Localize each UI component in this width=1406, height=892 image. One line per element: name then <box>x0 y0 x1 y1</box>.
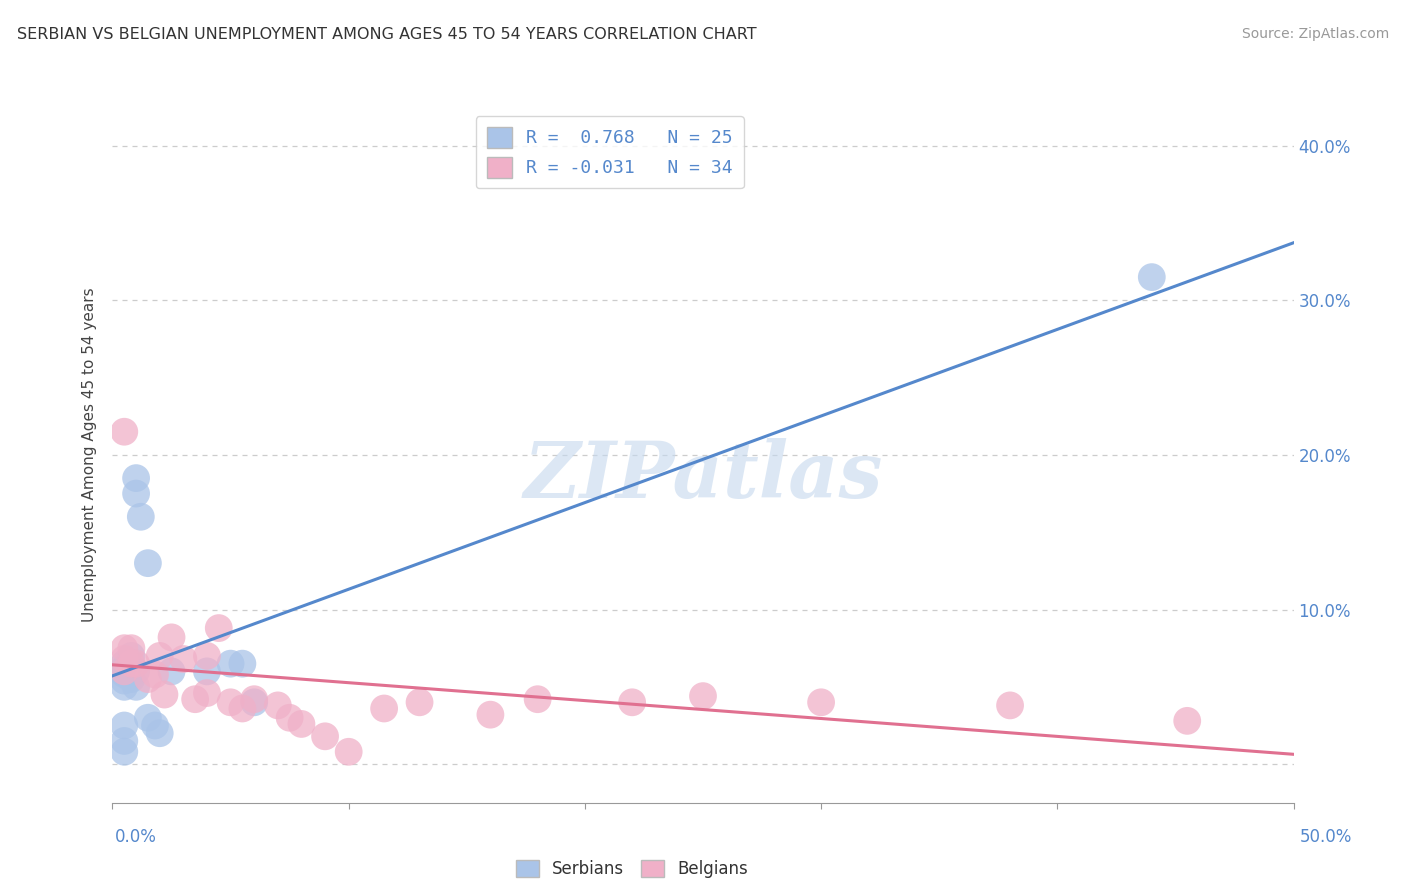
Point <box>172 652 194 666</box>
Point <box>231 657 253 671</box>
Text: Source: ZipAtlas.com: Source: ZipAtlas.com <box>1241 27 1389 41</box>
Point <box>153 688 176 702</box>
Point <box>143 718 166 732</box>
Text: SERBIAN VS BELGIAN UNEMPLOYMENT AMONG AGES 45 TO 54 YEARS CORRELATION CHART: SERBIAN VS BELGIAN UNEMPLOYMENT AMONG AG… <box>17 27 756 42</box>
Point <box>243 692 266 706</box>
Point <box>143 667 166 681</box>
Point <box>136 672 159 686</box>
Point <box>112 665 135 679</box>
Point <box>526 692 548 706</box>
Point <box>278 711 301 725</box>
Point <box>195 686 218 700</box>
Point <box>125 486 148 500</box>
Point <box>125 471 148 485</box>
Point <box>219 657 242 671</box>
Point <box>373 701 395 715</box>
Text: ZIPatlas: ZIPatlas <box>523 438 883 514</box>
Point <box>120 648 142 663</box>
Point <box>120 672 142 686</box>
Point <box>112 673 135 688</box>
Point <box>125 680 148 694</box>
Point <box>112 680 135 694</box>
Point <box>112 745 135 759</box>
Point <box>184 692 207 706</box>
Point <box>149 648 172 663</box>
Point <box>219 695 242 709</box>
Y-axis label: Unemployment Among Ages 45 to 54 years: Unemployment Among Ages 45 to 54 years <box>82 287 97 623</box>
Point <box>149 726 172 740</box>
Text: 50.0%: 50.0% <box>1301 828 1353 846</box>
Point <box>129 509 152 524</box>
Point <box>810 695 832 709</box>
Point <box>136 556 159 570</box>
Point <box>231 701 253 715</box>
Point <box>314 729 336 743</box>
Point <box>195 648 218 663</box>
Point <box>290 717 312 731</box>
Point <box>208 621 231 635</box>
Point <box>112 657 135 671</box>
Point <box>1140 270 1163 285</box>
Point <box>112 734 135 748</box>
Point <box>408 695 430 709</box>
Point <box>267 698 290 713</box>
Legend: Serbians, Belgians: Serbians, Belgians <box>509 854 755 885</box>
Text: 0.0%: 0.0% <box>115 828 157 846</box>
Point <box>125 657 148 671</box>
Point <box>998 698 1021 713</box>
Point <box>621 695 644 709</box>
Point <box>136 711 159 725</box>
Point <box>160 665 183 679</box>
Point <box>112 718 135 732</box>
Point <box>692 689 714 703</box>
Point <box>112 667 135 681</box>
Point <box>125 665 148 679</box>
Point <box>160 631 183 645</box>
Point <box>479 707 502 722</box>
Point <box>112 641 135 656</box>
Point <box>112 425 135 439</box>
Point <box>1175 714 1198 728</box>
Point <box>337 745 360 759</box>
Point <box>195 665 218 679</box>
Point <box>120 641 142 656</box>
Point <box>112 652 135 666</box>
Point <box>120 657 142 671</box>
Point <box>243 695 266 709</box>
Point <box>112 661 135 675</box>
